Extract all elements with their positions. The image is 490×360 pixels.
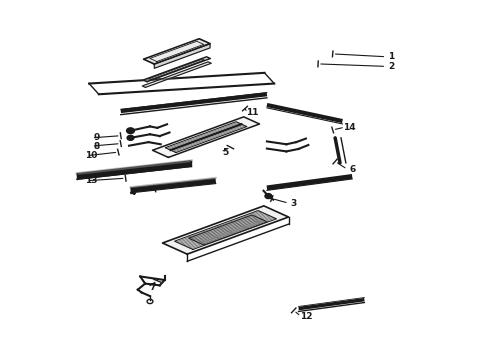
Text: 5: 5 xyxy=(222,148,229,157)
Polygon shape xyxy=(144,39,210,64)
Text: 3: 3 xyxy=(291,199,297,208)
Text: 7: 7 xyxy=(149,283,156,292)
Polygon shape xyxy=(154,44,210,68)
Polygon shape xyxy=(142,62,211,87)
Polygon shape xyxy=(163,206,289,254)
Text: 6: 6 xyxy=(349,165,355,174)
Polygon shape xyxy=(189,215,267,245)
Text: 2: 2 xyxy=(388,62,394,71)
Circle shape xyxy=(127,135,134,140)
Text: 13: 13 xyxy=(85,176,98,185)
Polygon shape xyxy=(150,41,204,62)
Polygon shape xyxy=(174,211,276,249)
Text: 14: 14 xyxy=(343,123,356,132)
Text: 8: 8 xyxy=(93,141,99,150)
Circle shape xyxy=(265,194,272,199)
Polygon shape xyxy=(143,57,210,82)
Text: 12: 12 xyxy=(300,312,312,321)
Polygon shape xyxy=(152,117,260,157)
Text: 9: 9 xyxy=(93,133,99,142)
Text: 1: 1 xyxy=(388,52,394,61)
Text: 11: 11 xyxy=(246,108,259,117)
Text: 10: 10 xyxy=(85,151,98,160)
Polygon shape xyxy=(165,122,247,153)
Circle shape xyxy=(126,128,134,134)
Text: 4: 4 xyxy=(130,188,136,197)
